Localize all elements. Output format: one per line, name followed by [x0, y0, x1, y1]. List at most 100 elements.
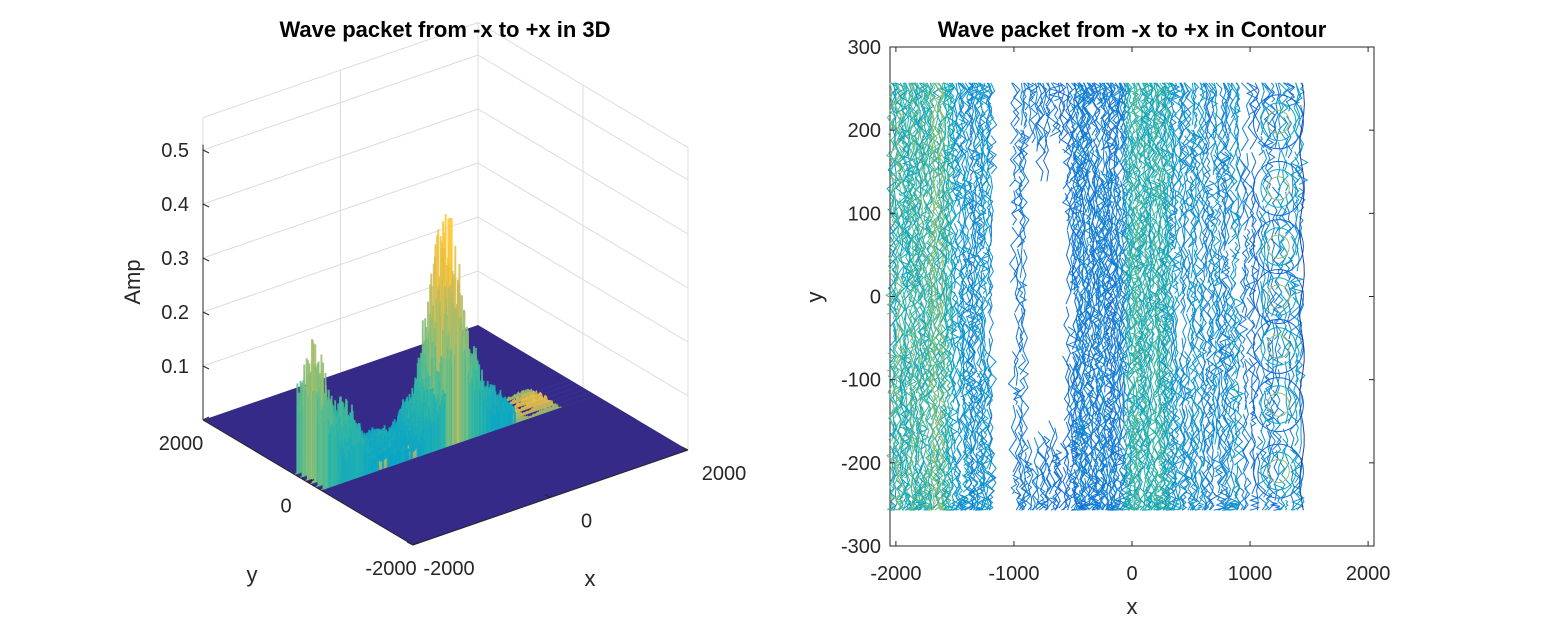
contour-line	[958, 258, 968, 295]
contour-line	[946, 127, 952, 194]
contour-line	[1279, 479, 1287, 511]
contour-line	[1213, 154, 1223, 198]
contour-x-tick-label: 0	[1126, 563, 1137, 585]
contour-line	[963, 206, 972, 254]
contour-line	[986, 338, 992, 407]
contour-line	[1078, 200, 1088, 261]
contour-ring	[1260, 169, 1297, 208]
contour-line	[1274, 291, 1284, 340]
contour-line	[976, 336, 983, 378]
contour-ring	[1260, 385, 1297, 424]
contour-line	[1294, 409, 1299, 447]
contour-line	[978, 82, 992, 132]
contour-line	[1284, 499, 1289, 511]
contour-line	[980, 188, 990, 215]
contour-line	[1213, 268, 1221, 287]
contour-line	[1058, 82, 1072, 112]
contour-line	[1080, 293, 1086, 343]
contour-line	[894, 454, 904, 492]
contour-line	[967, 233, 975, 303]
contour-line	[894, 494, 905, 511]
contour-line	[1261, 245, 1267, 310]
contour-line	[1094, 118, 1103, 168]
contour-line	[978, 109, 986, 136]
contour-line	[1190, 376, 1200, 439]
contour-line	[988, 494, 994, 511]
contour-ring	[1267, 234, 1290, 259]
contour-line	[929, 177, 933, 205]
contour-line	[1071, 480, 1081, 511]
contour-line	[1169, 109, 1177, 136]
contour-line	[1243, 249, 1251, 295]
contour-line	[1059, 82, 1065, 136]
contour-line	[1259, 312, 1270, 388]
contour-line	[1143, 120, 1155, 182]
contour-line	[971, 82, 980, 144]
contour-line	[1287, 372, 1293, 424]
z-tick	[202, 365, 210, 370]
contour-ring	[1260, 327, 1297, 366]
contour-line	[986, 141, 995, 171]
contour-line	[1272, 343, 1284, 369]
contour-line	[888, 255, 897, 302]
contour-line	[1091, 323, 1097, 360]
contour-line	[918, 424, 930, 450]
contour-line	[957, 396, 969, 464]
contour-line	[1238, 314, 1249, 344]
contour-line	[1226, 189, 1240, 245]
contour-line	[1017, 281, 1028, 304]
contour-line	[1190, 301, 1200, 375]
contour-line	[1182, 297, 1188, 349]
contour-line	[1221, 82, 1230, 152]
contour-line	[939, 404, 948, 428]
contour-line	[1244, 265, 1259, 296]
contour-line	[1203, 358, 1213, 419]
contour-line	[928, 482, 936, 511]
contour-line	[1224, 352, 1233, 415]
contour-line	[1023, 111, 1028, 130]
contour-x-tick-label: -1000	[988, 563, 1039, 585]
contour-line	[1106, 461, 1113, 511]
contour-line	[1286, 115, 1293, 159]
contour-line	[1036, 82, 1048, 122]
contour-line	[1097, 206, 1103, 237]
contour-line	[986, 352, 998, 406]
contour-line	[1226, 412, 1236, 463]
contour-line	[968, 484, 977, 511]
contour-line	[1097, 249, 1111, 280]
contour-line	[1025, 482, 1033, 511]
contour-line	[1088, 393, 1094, 466]
contour-line	[970, 476, 980, 511]
contour-line	[1144, 231, 1149, 298]
contour-line	[1182, 409, 1187, 446]
contour-line	[1195, 218, 1206, 275]
contour-line	[1210, 418, 1216, 483]
contour-line	[1264, 492, 1273, 511]
contour-line	[918, 404, 927, 426]
contour-line	[1074, 398, 1079, 438]
contour-line	[946, 113, 951, 172]
contour-line	[1167, 82, 1181, 109]
contour-y-tick-label: 100	[848, 203, 881, 225]
contour-line	[973, 214, 978, 289]
contour-line	[930, 364, 936, 427]
contour-line	[1081, 82, 1094, 108]
contour-line	[1197, 102, 1205, 164]
contour-line	[920, 347, 928, 370]
contour-line	[1263, 161, 1274, 189]
contour-line	[1204, 82, 1209, 140]
contour-line	[1076, 188, 1085, 258]
contour-line	[909, 194, 916, 217]
contour-line	[964, 100, 974, 136]
contour-line	[963, 154, 968, 229]
contour-line	[945, 311, 952, 348]
z-tick	[202, 203, 210, 208]
contour-line	[1260, 281, 1265, 344]
contour-ring	[1260, 227, 1297, 266]
contour-line	[910, 296, 923, 350]
contour-line	[1050, 449, 1063, 468]
contour-line	[1133, 165, 1142, 201]
surface-plot-3d: Wave packet from -x to +x in 3D 0.1 0.2 0.…	[120, 17, 746, 591]
contour-line	[1165, 370, 1177, 426]
contour-line	[1149, 314, 1156, 364]
